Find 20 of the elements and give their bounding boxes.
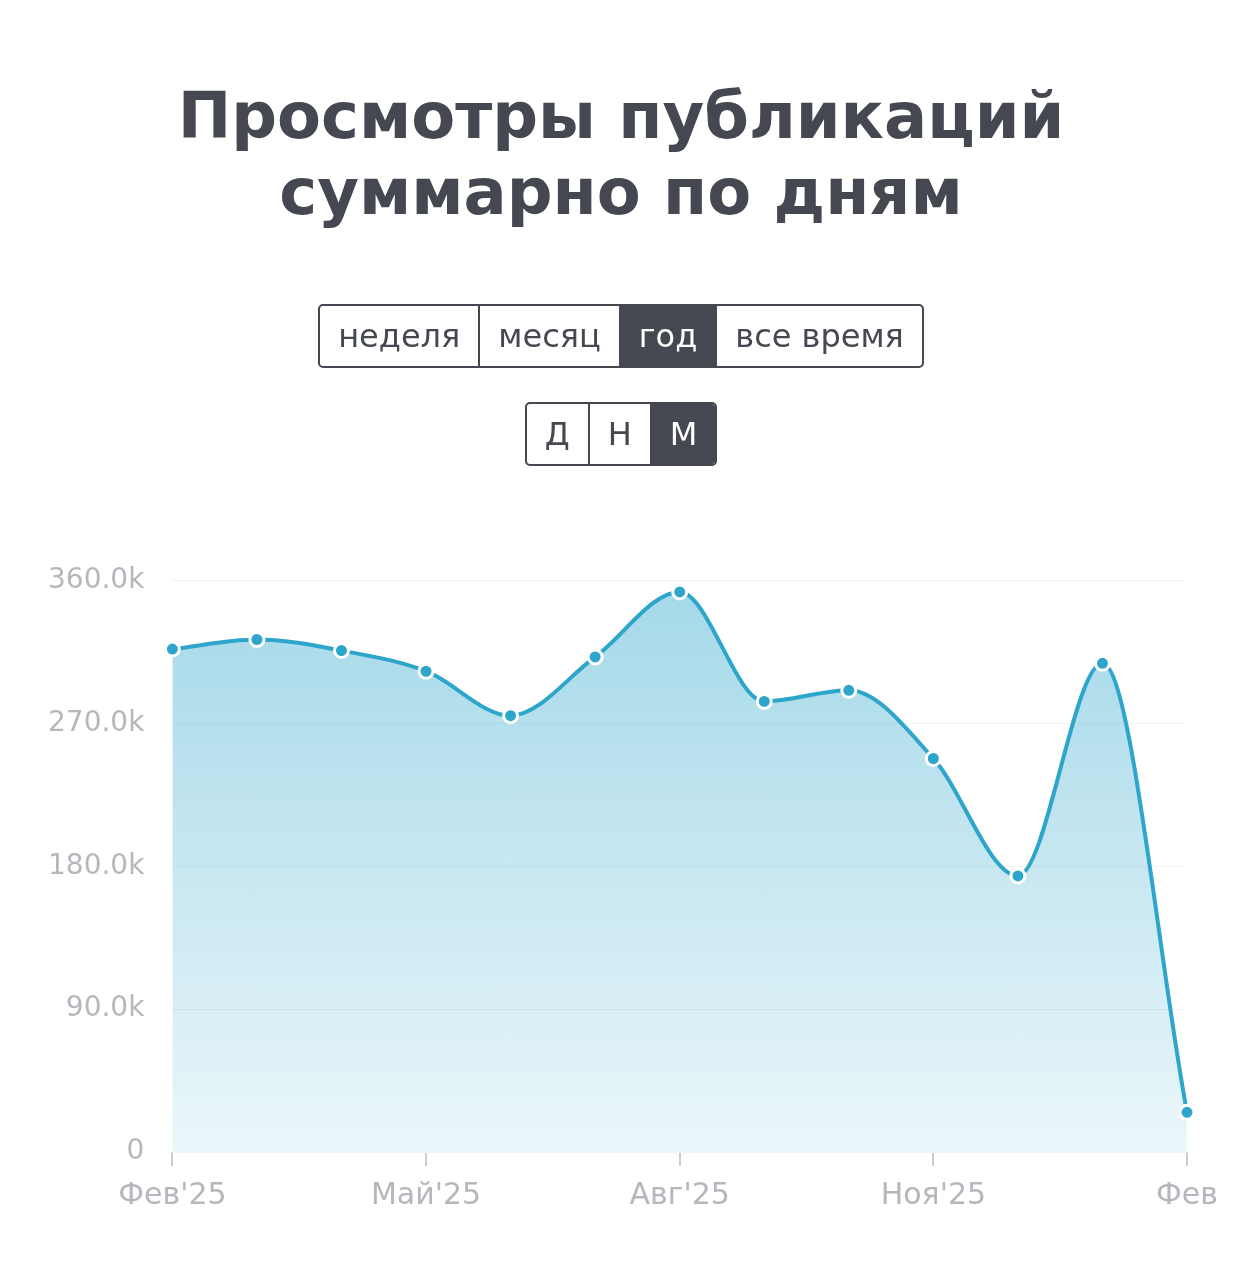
y-tick-label: 360.0k	[48, 562, 146, 596]
text: Н	[587, 404, 650, 464]
y-tick-label: 270.0k	[48, 704, 146, 738]
point	[586, 648, 604, 666]
y-tick-label: 90.0k	[65, 990, 146, 1024]
x-tick-label: Фев'25	[118, 1175, 227, 1211]
chart-title: Просмотры публикаций суммарно по дням	[176, 78, 1066, 230]
point	[924, 750, 942, 768]
x-tick-label: Фев	[1156, 1175, 1218, 1211]
y-tick-label: 0	[126, 1133, 145, 1167]
text: все время	[715, 306, 922, 366]
x-tick-label: Авг'25	[629, 1175, 730, 1211]
x-tick-label: Май'25	[370, 1175, 482, 1211]
y-tick-label: 180.0k	[48, 847, 146, 881]
text: год	[618, 306, 716, 366]
x-tick-label: Ноя'25	[880, 1175, 987, 1211]
text: М	[649, 404, 716, 464]
text: Д	[543, 414, 571, 455]
text: месяц	[478, 306, 619, 366]
text: неделя	[337, 316, 462, 357]
